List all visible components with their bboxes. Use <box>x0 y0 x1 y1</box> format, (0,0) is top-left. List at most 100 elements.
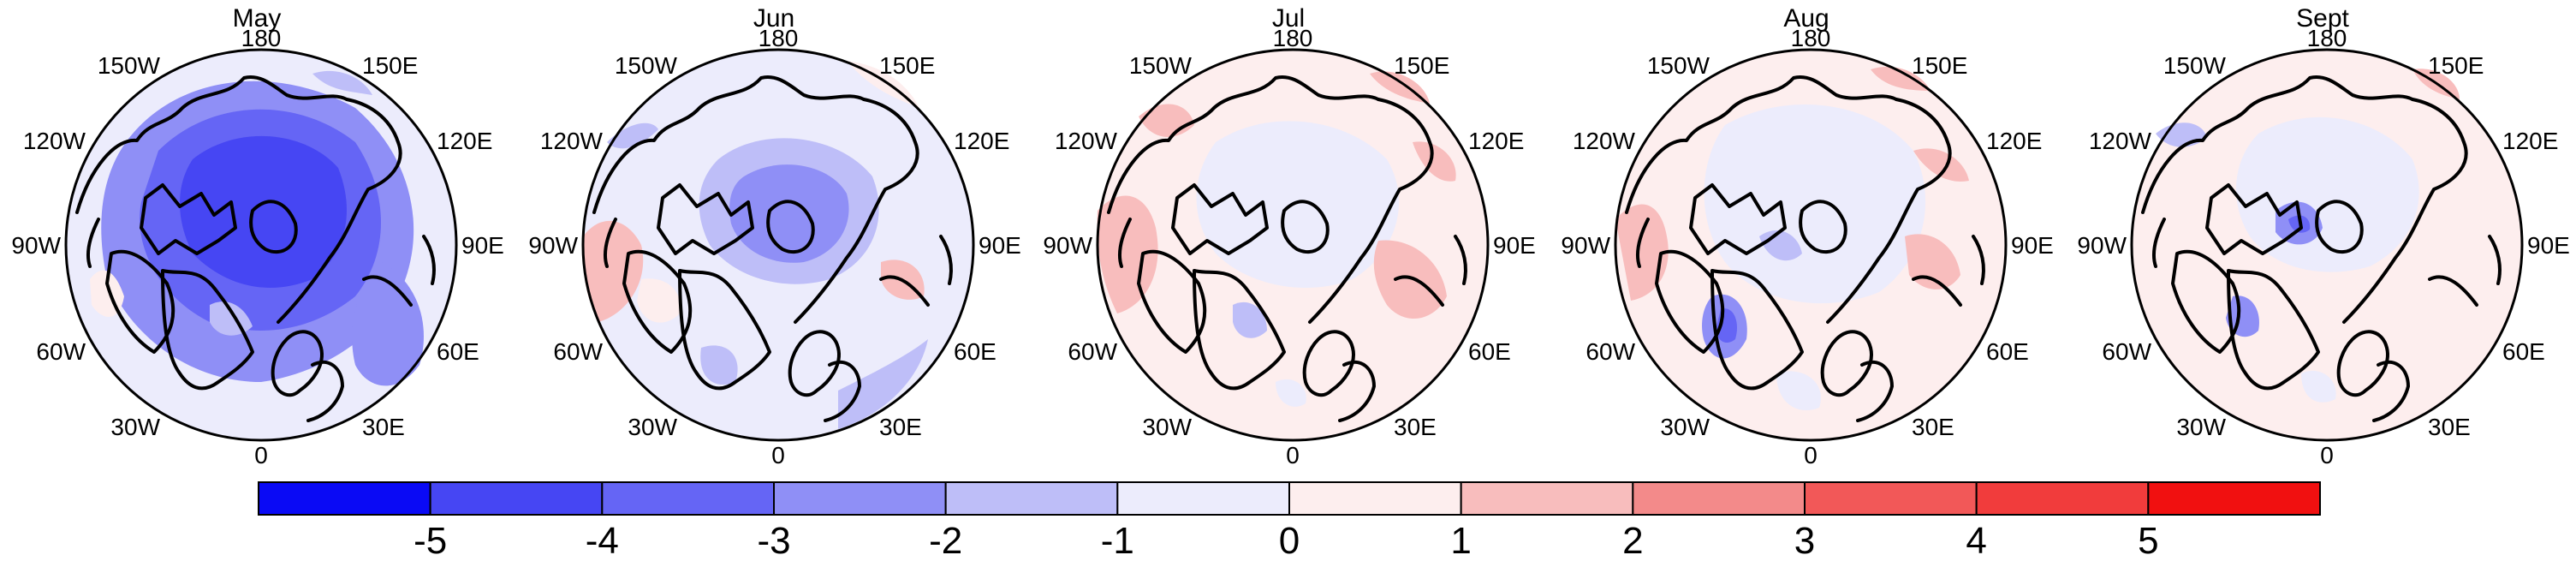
colorbar-box <box>429 481 604 516</box>
lon-label-90e: 90E <box>461 232 504 259</box>
lon-label-150e: 150E <box>1912 52 1967 79</box>
lon-label-180: 180 <box>241 25 282 51</box>
panel-jun: Jun 180 150W 150E 120W 120E 90W 90E 60W … <box>528 4 1020 468</box>
colorbar-tick-label: 2 <box>1622 520 1643 561</box>
anomaly-field <box>582 61 928 429</box>
colorbar-tick-label: -3 <box>757 520 790 561</box>
lon-label-150e: 150E <box>879 52 935 79</box>
anomaly-field <box>90 70 424 386</box>
lon-label-90e: 90E <box>2011 232 2054 259</box>
lon-label-180: 180 <box>1791 25 1831 51</box>
colorbar-box <box>944 481 1119 516</box>
map-border <box>2130 48 2524 442</box>
lon-label-30w: 30W <box>1660 414 1710 440</box>
lon-label-0: 0 <box>254 442 268 468</box>
lon-label-90w: 90W <box>1043 232 1092 259</box>
colorbar-tick-label: -2 <box>929 520 962 561</box>
colorbar-box <box>2147 481 2322 516</box>
lon-label-60w: 60W <box>553 338 603 365</box>
colorbar-box <box>1116 481 1290 516</box>
lon-label-120w: 120W <box>540 128 604 154</box>
colorbar-tick-label: 3 <box>1794 520 1815 561</box>
lon-label-30w: 30W <box>2176 414 2226 440</box>
colorbar-tick-label: 4 <box>1966 520 1986 561</box>
colorbar-box <box>1632 481 1806 516</box>
panel-may: May 180 150W 150E 120W 120E 90W 90E 60W … <box>11 4 503 468</box>
map-border <box>581 48 975 442</box>
lon-label-150w: 150W <box>1647 52 1710 79</box>
map-border <box>64 48 458 442</box>
lon-label-120w: 120W <box>1573 128 1636 154</box>
panel-title: May <box>233 4 282 33</box>
colorbar-tick-label: -4 <box>586 520 619 561</box>
lon-label-60e: 60E <box>954 338 996 365</box>
lon-label-90w: 90W <box>528 232 578 259</box>
lon-label-60w: 60W <box>1585 338 1635 365</box>
lon-label-180: 180 <box>2307 25 2347 51</box>
colorbar-tick-label: -5 <box>413 520 447 561</box>
lon-label-60e: 60E <box>1468 338 1511 365</box>
lon-label-120e: 120E <box>2502 128 2558 154</box>
lon-label-30e: 30E <box>362 414 405 440</box>
lon-label-120e: 120E <box>1468 128 1524 154</box>
lon-label-60w: 60W <box>36 338 86 365</box>
lon-label-30e: 30E <box>1912 414 1954 440</box>
panel-title: Sept <box>2296 4 2349 33</box>
lon-label-30w: 30W <box>628 414 677 440</box>
lon-label-30w: 30W <box>110 414 160 440</box>
lon-label-60e: 60E <box>437 338 479 365</box>
lon-label-150e: 150E <box>362 52 418 79</box>
colorbar-tick-labels: -5 -4 -3 -2 -1 0 1 2 3 4 5 <box>413 520 2158 561</box>
lon-label-120w: 120W <box>1055 128 1118 154</box>
lon-label-150w: 150W <box>2163 52 2227 79</box>
colorbar-tick-label: 5 <box>2138 520 2158 561</box>
lon-label-120e: 120E <box>1986 128 2042 154</box>
colorbar-box <box>601 481 776 516</box>
colorbar-tick-label: 1 <box>1450 520 1471 561</box>
colorbar: -5 -4 -3 -2 -1 0 1 2 3 4 5 <box>258 481 2322 561</box>
lon-label-90e: 90E <box>979 232 1021 259</box>
lon-label-60w: 60W <box>2102 338 2151 365</box>
lon-label-180: 180 <box>759 25 799 51</box>
lon-label-120e: 120E <box>954 128 1009 154</box>
lon-label-0: 0 <box>2320 442 2334 468</box>
lon-label-30e: 30E <box>2428 414 2471 440</box>
panel-title: Jun <box>753 4 794 33</box>
colorbar-box <box>1975 481 2150 516</box>
lon-label-120w: 120W <box>2089 128 2152 154</box>
panel-sept: Sept 180 150W 150E 120W 120E 90W 90E 60W… <box>2077 4 2569 468</box>
colorbar-tick-label: -1 <box>1101 520 1134 561</box>
colorbar-frame <box>258 481 2321 516</box>
lon-label-150e: 150E <box>2428 52 2484 79</box>
panel-jul: Jul 180 150W 150E 120W 120E 90W 90E 60W … <box>1043 4 1535 468</box>
lon-label-90w: 90W <box>2077 232 2127 259</box>
lon-label-0: 0 <box>771 442 785 468</box>
lon-label-0: 0 <box>1286 442 1300 468</box>
colorbar-box <box>1460 481 1634 516</box>
colorbar-box <box>773 481 947 516</box>
lon-label-150w: 150W <box>1129 52 1193 79</box>
colorbar-box <box>258 481 431 516</box>
lon-label-30e: 30E <box>1394 414 1437 440</box>
map-border <box>1096 48 1490 442</box>
lon-label-150w: 150W <box>615 52 678 79</box>
lon-label-180: 180 <box>1273 25 1313 51</box>
lon-label-60w: 60W <box>1068 338 1117 365</box>
lon-label-90e: 90E <box>1493 232 1536 259</box>
panel-title: Aug <box>1783 4 1829 33</box>
colorbar-boxes <box>258 481 2322 516</box>
lon-label-30e: 30E <box>879 414 922 440</box>
lon-label-90w: 90W <box>1561 232 1610 259</box>
lon-label-60e: 60E <box>2502 338 2545 365</box>
panel-aug: Aug 180 150W 150E 120W 120E 90W 90E 60W … <box>1561 4 2053 468</box>
map-border <box>1614 48 2008 442</box>
lon-label-150w: 150W <box>98 52 161 79</box>
panel-title: Jul <box>1272 4 1305 33</box>
colorbar-box <box>1804 481 1978 516</box>
lon-label-120e: 120E <box>437 128 492 154</box>
lon-label-90e: 90E <box>2527 232 2570 259</box>
colorbar-box <box>1288 481 1462 516</box>
colorbar-tick-label: 0 <box>1279 520 1300 561</box>
lon-label-150e: 150E <box>1394 52 1449 79</box>
